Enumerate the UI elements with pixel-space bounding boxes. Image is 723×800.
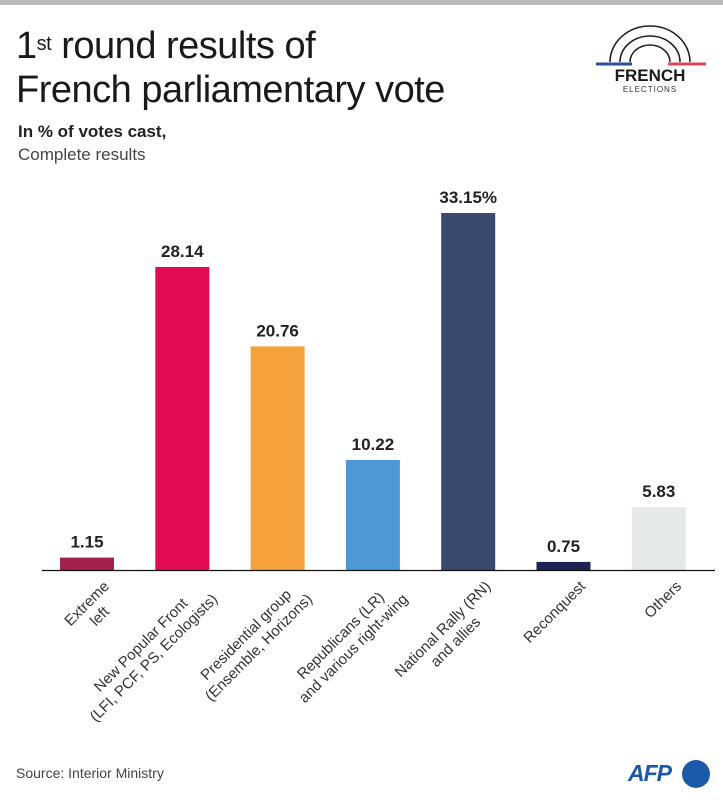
data-label: 33.15% — [439, 188, 497, 207]
title-text: French parliamentary vote — [16, 69, 445, 111]
data-label: 20.76 — [256, 321, 299, 340]
data-label: 10.22 — [352, 435, 395, 454]
source-note: Source: Interior Ministry — [16, 765, 164, 781]
data-label: 0.75 — [547, 537, 580, 556]
bar — [155, 266, 210, 570]
subtitle: In % of votes cast, — [18, 122, 167, 141]
data-label: 1.15 — [70, 533, 103, 552]
logo-subtext: ELECTIONS — [622, 85, 678, 94]
logo-text: FRENCH — [614, 66, 686, 85]
bar — [250, 346, 305, 570]
data-label: 5.83 — [642, 482, 675, 501]
title-text: round results of — [51, 25, 316, 67]
top-border — [0, 0, 723, 5]
bar — [536, 561, 591, 570]
category-label-line: and various right-wing — [295, 590, 412, 707]
bar — [345, 459, 400, 570]
data-label: 28.14 — [161, 242, 204, 261]
title-superscript: st — [36, 33, 52, 55]
title-text: 1 — [16, 25, 37, 67]
arch-icon — [596, 25, 706, 66]
afp-logo-dot — [682, 760, 710, 788]
french-elections-logo: FRENCH ELECTIONS — [590, 24, 710, 100]
bar — [441, 213, 496, 570]
chart-title: 1st round results of French parliamentary… — [16, 24, 445, 112]
bar-chart: 1.15 28.14 20.76 10.22 33.15% 0.75 5.83 — [42, 188, 715, 572]
bar — [631, 507, 686, 570]
bar — [60, 557, 114, 570]
subtitle-2: Complete results — [18, 145, 146, 164]
afp-logo: AFP — [628, 760, 672, 786]
